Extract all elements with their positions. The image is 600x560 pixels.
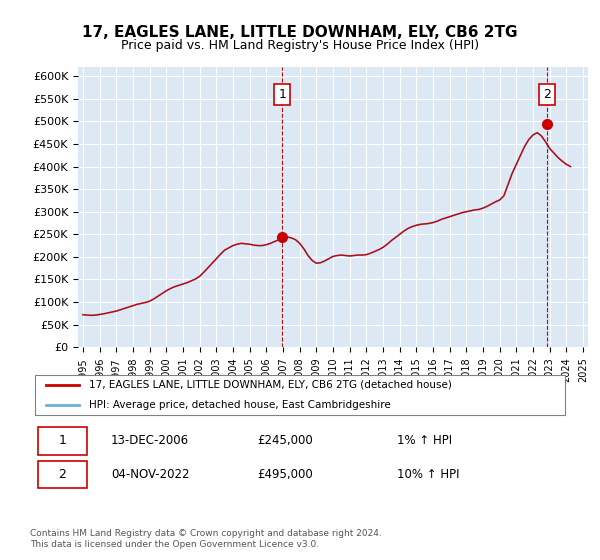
Text: 04-NOV-2022: 04-NOV-2022 bbox=[111, 468, 190, 481]
Text: Contains HM Land Registry data © Crown copyright and database right 2024.
This d: Contains HM Land Registry data © Crown c… bbox=[30, 529, 382, 549]
Text: 2: 2 bbox=[543, 88, 551, 101]
FancyBboxPatch shape bbox=[38, 427, 86, 455]
Text: 1: 1 bbox=[278, 88, 286, 101]
Text: Price paid vs. HM Land Registry's House Price Index (HPI): Price paid vs. HM Land Registry's House … bbox=[121, 39, 479, 52]
FancyBboxPatch shape bbox=[38, 461, 86, 488]
Text: £495,000: £495,000 bbox=[257, 468, 313, 481]
Text: 17, EAGLES LANE, LITTLE DOWNHAM, ELY, CB6 2TG: 17, EAGLES LANE, LITTLE DOWNHAM, ELY, CB… bbox=[82, 25, 518, 40]
Text: 10% ↑ HPI: 10% ↑ HPI bbox=[397, 468, 460, 481]
Text: 1: 1 bbox=[58, 435, 67, 447]
Text: 1% ↑ HPI: 1% ↑ HPI bbox=[397, 435, 452, 447]
Text: 2: 2 bbox=[58, 468, 67, 481]
FancyBboxPatch shape bbox=[35, 375, 565, 415]
Text: HPI: Average price, detached house, East Cambridgeshire: HPI: Average price, detached house, East… bbox=[89, 400, 391, 410]
Text: £245,000: £245,000 bbox=[257, 435, 313, 447]
Text: 17, EAGLES LANE, LITTLE DOWNHAM, ELY, CB6 2TG (detached house): 17, EAGLES LANE, LITTLE DOWNHAM, ELY, CB… bbox=[89, 380, 452, 390]
Text: 13-DEC-2006: 13-DEC-2006 bbox=[111, 435, 189, 447]
